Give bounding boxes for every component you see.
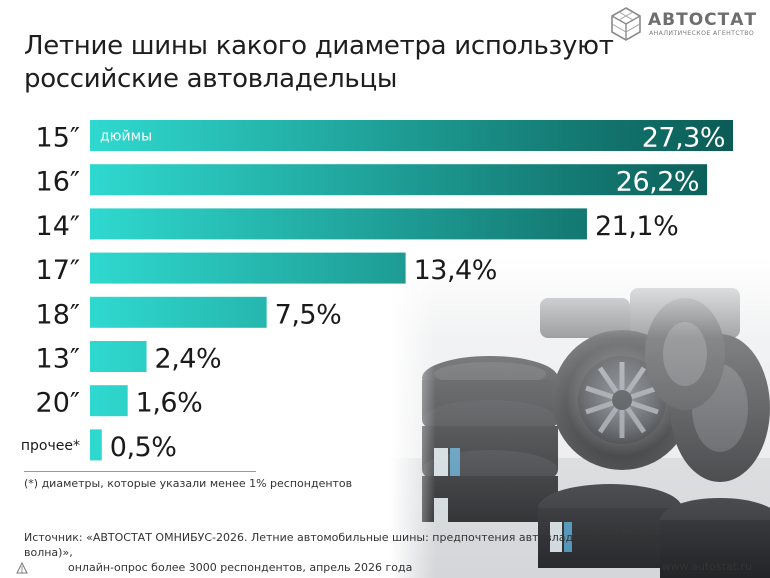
brand-tagline: АНАЛИТИЧЕСКОЕ АГЕНТСТВО (649, 30, 755, 37)
value-label: 27,3% (642, 123, 725, 154)
value-label: 26,2% (616, 167, 699, 198)
footnote-divider (24, 471, 256, 472)
category-label: 14″ (36, 211, 80, 242)
category-label: 16″ (36, 167, 80, 198)
autostat-logo[interactable]: АВТОСТАТ АНАЛИТИЧЕСКОЕ АГЕНТСТВО (608, 4, 768, 44)
bar-6 (90, 341, 147, 372)
value-label: 1,6% (136, 388, 203, 419)
value-label: 0,5% (110, 432, 177, 463)
bar-5 (90, 296, 267, 328)
source-line-1: Источник: «АВТОСТАТ ОМНИБУС-2026. Летние… (24, 531, 670, 559)
category-label: 20″ (36, 388, 80, 419)
hexagon-cube-icon (611, 7, 641, 41)
bar-4 (90, 252, 406, 284)
bar-2 (90, 164, 708, 196)
category-label: прочее* (21, 438, 80, 454)
footnote: (*) диаметры, которые указали менее 1% р… (24, 477, 353, 490)
value-label: 13,4% (414, 255, 497, 286)
bar-1 (90, 120, 733, 151)
chart-title: Летние шины какого диаметра используют р… (24, 31, 614, 94)
tires-photo (390, 258, 770, 578)
bar-3 (90, 208, 587, 240)
category-label: 15″ (36, 123, 80, 154)
brand-name: АВТОСТАТ (648, 10, 757, 30)
category-label: 13″ (36, 344, 80, 375)
category-label: 18″ (36, 299, 80, 330)
bar-7 (90, 385, 128, 417)
unit-label: дюймы (100, 129, 152, 145)
value-label: 21,1% (595, 211, 678, 242)
source-line-2: онлайн-опрос более 3000 респондентов, ап… (68, 561, 413, 574)
source-text: Источник: «АВТОСТАТ ОМНИБУС-2026. Летние… (24, 530, 714, 575)
triangle-logo-icon (16, 562, 28, 574)
value-label: 7,5% (275, 299, 342, 330)
value-label: 2,4% (155, 344, 222, 375)
website-link[interactable]: www.autostat.ru (661, 560, 752, 573)
category-label: 17″ (36, 255, 80, 286)
bar-8 (90, 429, 102, 461)
